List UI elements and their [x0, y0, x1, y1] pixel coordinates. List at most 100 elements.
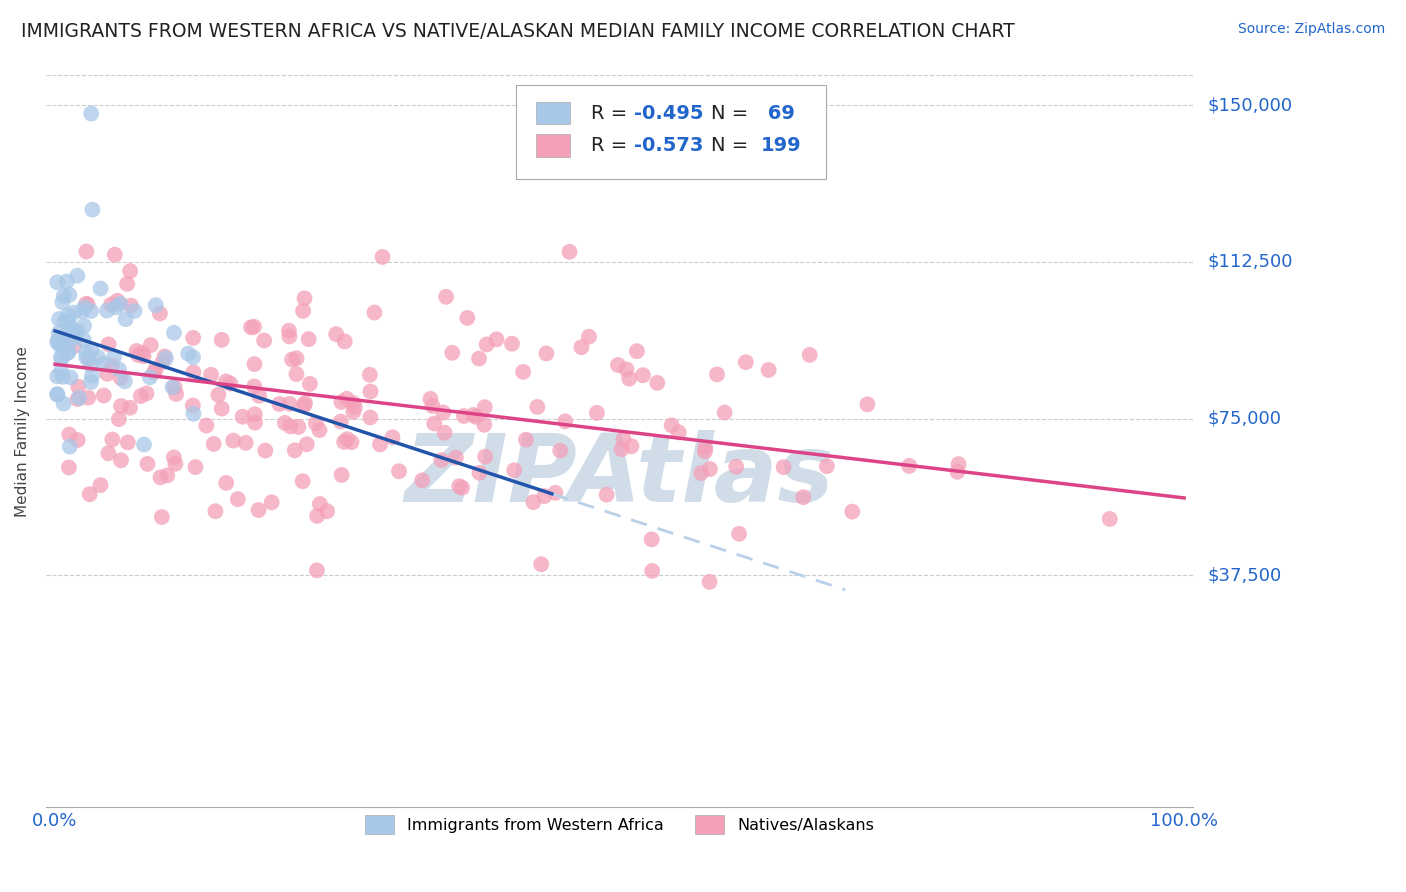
Point [52, 396, 75, 410]
Point [277, 324, 299, 338]
FancyBboxPatch shape [536, 102, 571, 124]
Point [163, 450, 186, 465]
Point [815, 459, 838, 474]
Text: $112,500: $112,500 [1208, 253, 1292, 271]
Point [66, 392, 89, 406]
Point [79, 487, 101, 501]
Point [145, 362, 167, 376]
Text: IMMIGRANTS FROM WESTERN AFRICA VS NATIVE/ALASKAN MEDIAN FAMILY INCOME CORRELATIO: IMMIGRANTS FROM WESTERN AFRICA VS NATIVE… [21, 22, 1015, 41]
Point [294, 291, 316, 305]
Point [107, 293, 129, 308]
Point [120, 299, 142, 313]
Point [51, 295, 73, 310]
Point [75, 244, 97, 259]
Point [183, 407, 205, 421]
Point [330, 467, 353, 482]
Point [46, 335, 69, 350]
Point [48, 312, 70, 326]
Point [124, 304, 146, 318]
Point [46, 387, 69, 401]
Point [183, 365, 205, 379]
Point [72, 333, 94, 347]
Point [946, 465, 969, 479]
Point [607, 358, 630, 372]
Point [645, 376, 668, 390]
Point [530, 558, 553, 572]
Point [58, 427, 80, 442]
Point [285, 351, 308, 366]
Point [195, 418, 218, 433]
Point [631, 368, 654, 383]
Point [93, 357, 115, 371]
Point [620, 439, 643, 453]
Point [211, 401, 233, 416]
Point [62, 305, 84, 319]
Point [586, 406, 609, 420]
Point [433, 425, 456, 440]
Point [108, 362, 131, 376]
Point [153, 350, 176, 364]
Point [247, 503, 270, 517]
Point [512, 365, 534, 379]
Point [155, 351, 177, 366]
Point [668, 425, 690, 440]
Point [713, 405, 735, 419]
Point [90, 281, 112, 295]
Point [110, 453, 132, 467]
Point [63, 326, 86, 340]
Text: 199: 199 [761, 136, 801, 155]
Point [474, 401, 496, 415]
Point [207, 388, 229, 402]
Point [51, 334, 73, 349]
Point [641, 564, 664, 578]
Point [77, 351, 100, 366]
Point [728, 526, 751, 541]
Point [292, 304, 315, 318]
Point [465, 409, 488, 424]
Point [127, 348, 149, 362]
Point [422, 399, 444, 413]
Point [468, 466, 491, 480]
Point [619, 371, 641, 385]
Point [363, 305, 385, 319]
Point [80, 375, 103, 389]
Text: $75,000: $75,000 [1208, 409, 1281, 427]
Point [49, 350, 72, 364]
Point [52, 338, 75, 352]
Point [243, 319, 266, 334]
Text: ZIPAtlas: ZIPAtlas [405, 430, 834, 522]
Point [758, 363, 780, 377]
Point [51, 352, 73, 367]
Point [316, 504, 339, 518]
Point [143, 365, 166, 379]
Point [734, 355, 756, 369]
Point [388, 464, 411, 478]
Point [294, 396, 316, 410]
Point [77, 391, 100, 405]
Point [46, 369, 69, 384]
Point [52, 369, 75, 384]
Point [226, 492, 249, 507]
Point [73, 318, 96, 333]
Point [200, 368, 222, 382]
Point [156, 468, 179, 483]
Point [75, 344, 97, 359]
Point [222, 434, 245, 448]
Point [371, 250, 394, 264]
Point [101, 433, 124, 447]
Point [132, 437, 155, 451]
Point [515, 433, 537, 447]
Point [278, 329, 301, 343]
Point [841, 505, 863, 519]
Point [58, 288, 80, 302]
Point [115, 277, 138, 291]
Point [292, 398, 315, 412]
Point [558, 244, 581, 259]
Point [449, 479, 471, 493]
Point [243, 379, 266, 393]
Point [80, 343, 103, 358]
Point [285, 367, 308, 381]
Text: -0.495: -0.495 [634, 103, 704, 122]
Point [104, 248, 127, 262]
Point [75, 297, 97, 311]
